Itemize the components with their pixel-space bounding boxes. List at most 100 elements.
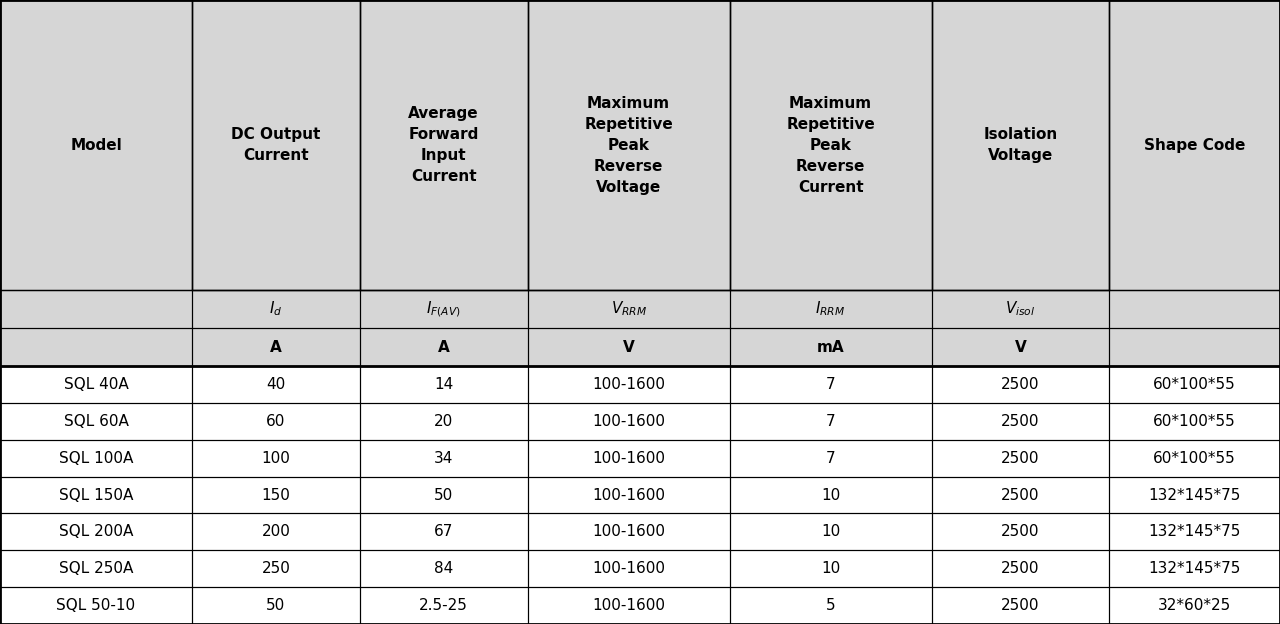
Text: Model: Model: [70, 137, 122, 152]
Text: Average
Forward
Input
Current: Average Forward Input Current: [408, 106, 479, 184]
Text: $I_{d}$: $I_{d}$: [269, 300, 283, 318]
Text: SQL 100A: SQL 100A: [59, 451, 133, 466]
Text: 10: 10: [820, 561, 840, 576]
Text: 60*100*55: 60*100*55: [1153, 414, 1236, 429]
Bar: [0, 440, 192, 477]
Bar: [730, 328, 932, 366]
Bar: [932, 514, 1110, 550]
Bar: [527, 403, 730, 440]
Bar: [730, 366, 932, 403]
Text: 100-1600: 100-1600: [593, 414, 666, 429]
Bar: [0, 550, 192, 587]
Text: 250: 250: [261, 561, 291, 576]
Bar: [1110, 587, 1280, 624]
Bar: [192, 587, 360, 624]
Text: SQL 150A: SQL 150A: [59, 487, 133, 502]
Bar: [360, 0, 527, 290]
Text: 100-1600: 100-1600: [593, 524, 666, 539]
Bar: [932, 328, 1110, 366]
Text: Maximum
Repetitive
Peak
Reverse
Voltage: Maximum Repetitive Peak Reverse Voltage: [584, 95, 673, 195]
Bar: [932, 587, 1110, 624]
Bar: [192, 440, 360, 477]
Bar: [932, 477, 1110, 514]
Text: A: A: [270, 339, 282, 354]
Bar: [360, 440, 527, 477]
Text: 100-1600: 100-1600: [593, 487, 666, 502]
Text: SQL 50-10: SQL 50-10: [56, 598, 136, 613]
Bar: [1110, 366, 1280, 403]
Bar: [730, 587, 932, 624]
Text: 7: 7: [826, 451, 836, 466]
Bar: [192, 403, 360, 440]
Text: 7: 7: [826, 377, 836, 392]
Bar: [360, 440, 527, 477]
Text: 2.5-25: 2.5-25: [420, 598, 468, 613]
Bar: [192, 514, 360, 550]
Bar: [192, 550, 360, 587]
Text: 84: 84: [434, 561, 453, 576]
Bar: [730, 477, 932, 514]
Text: 34: 34: [434, 451, 453, 466]
Bar: [0, 0, 192, 290]
Text: 2500: 2500: [1001, 451, 1039, 466]
Bar: [1110, 550, 1280, 587]
Bar: [1110, 477, 1280, 514]
Bar: [0, 366, 192, 403]
Bar: [1110, 440, 1280, 477]
Bar: [730, 440, 932, 477]
Bar: [1110, 514, 1280, 550]
Bar: [1110, 328, 1280, 366]
Bar: [192, 0, 360, 290]
Text: 40: 40: [266, 377, 285, 392]
Bar: [1110, 290, 1280, 328]
Text: Shape Code: Shape Code: [1144, 137, 1245, 152]
Bar: [0, 587, 192, 624]
Bar: [360, 477, 527, 514]
Bar: [527, 366, 730, 403]
Bar: [192, 477, 360, 514]
Bar: [0, 514, 192, 550]
Bar: [932, 290, 1110, 328]
Bar: [527, 0, 730, 290]
Text: 132*145*75: 132*145*75: [1148, 487, 1240, 502]
Bar: [730, 477, 932, 514]
Bar: [527, 290, 730, 328]
Text: V: V: [1015, 339, 1027, 354]
Bar: [192, 328, 360, 366]
Bar: [360, 290, 527, 328]
Text: 67: 67: [434, 524, 453, 539]
Bar: [730, 290, 932, 328]
Bar: [932, 0, 1110, 290]
Bar: [192, 290, 360, 328]
Bar: [1110, 403, 1280, 440]
Bar: [0, 328, 192, 366]
Text: 60: 60: [266, 414, 285, 429]
Bar: [932, 440, 1110, 477]
Bar: [527, 587, 730, 624]
Bar: [932, 328, 1110, 366]
Bar: [730, 514, 932, 550]
Bar: [192, 550, 360, 587]
Bar: [527, 328, 730, 366]
Text: mA: mA: [817, 339, 845, 354]
Text: 2500: 2500: [1001, 561, 1039, 576]
Bar: [1110, 514, 1280, 550]
Bar: [527, 290, 730, 328]
Text: $I_{F(AV)}$: $I_{F(AV)}$: [426, 299, 461, 319]
Text: 100-1600: 100-1600: [593, 451, 666, 466]
Bar: [192, 366, 360, 403]
Bar: [932, 550, 1110, 587]
Bar: [360, 366, 527, 403]
Bar: [730, 587, 932, 624]
Bar: [0, 587, 192, 624]
Bar: [360, 550, 527, 587]
Text: V: V: [623, 339, 635, 354]
Bar: [360, 328, 527, 366]
Bar: [0, 477, 192, 514]
Text: 2500: 2500: [1001, 487, 1039, 502]
Bar: [730, 550, 932, 587]
Text: 50: 50: [434, 487, 453, 502]
Bar: [192, 477, 360, 514]
Text: $V_{isol}$: $V_{isol}$: [1005, 300, 1036, 318]
Bar: [1110, 328, 1280, 366]
